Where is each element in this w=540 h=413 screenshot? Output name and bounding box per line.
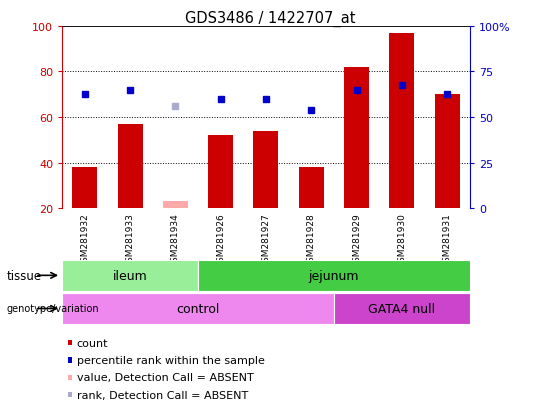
Bar <box>62 293 334 324</box>
Bar <box>198 260 470 291</box>
Bar <box>334 293 470 324</box>
Text: GSM281930: GSM281930 <box>397 212 406 267</box>
Text: GDS3486 / 1422707_at: GDS3486 / 1422707_at <box>185 10 355 26</box>
Text: rank, Detection Call = ABSENT: rank, Detection Call = ABSENT <box>77 390 248 400</box>
Bar <box>344 68 369 209</box>
Bar <box>389 33 414 209</box>
Text: value, Detection Call = ABSENT: value, Detection Call = ABSENT <box>77 373 253 382</box>
Bar <box>163 202 188 209</box>
Text: GSM281931: GSM281931 <box>443 212 451 267</box>
Text: percentile rank within the sample: percentile rank within the sample <box>77 355 265 365</box>
Bar <box>208 136 233 209</box>
Text: GSM281933: GSM281933 <box>126 212 134 267</box>
Bar <box>62 260 198 291</box>
Text: GATA4 null: GATA4 null <box>368 302 435 315</box>
Text: GSM281934: GSM281934 <box>171 212 180 267</box>
Bar <box>435 95 460 209</box>
Text: ileum: ileum <box>113 269 147 282</box>
Bar <box>118 124 143 209</box>
Text: genotype/variation: genotype/variation <box>6 304 99 314</box>
Bar <box>253 131 279 209</box>
Bar <box>72 168 97 209</box>
Text: GSM281928: GSM281928 <box>307 212 316 267</box>
Text: jejunum: jejunum <box>309 269 359 282</box>
Text: GSM281927: GSM281927 <box>261 212 271 267</box>
Text: tissue: tissue <box>6 269 42 282</box>
Text: GSM281929: GSM281929 <box>352 212 361 267</box>
Text: control: control <box>177 302 220 315</box>
Text: GSM281932: GSM281932 <box>80 212 89 267</box>
Text: GSM281926: GSM281926 <box>216 212 225 267</box>
Bar <box>299 168 323 209</box>
Text: count: count <box>77 338 108 348</box>
